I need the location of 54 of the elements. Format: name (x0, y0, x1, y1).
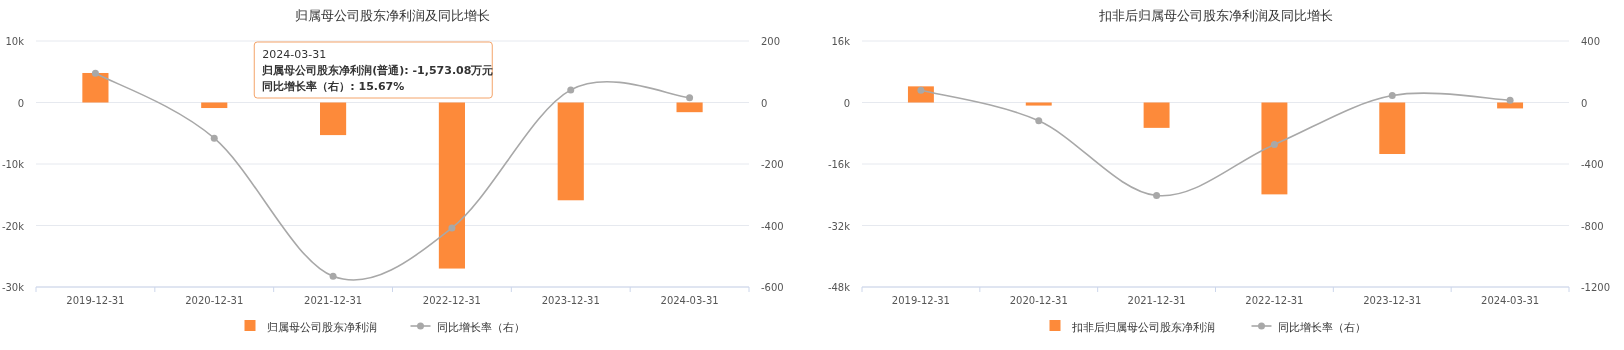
x-tick-label: 2023-12-31 (1363, 295, 1422, 306)
point (686, 94, 694, 102)
point (448, 224, 456, 232)
point (567, 86, 575, 94)
y2-tick-label: -1200 (1581, 282, 1611, 293)
y-tick-label: 0 (17, 97, 24, 109)
annotation: 同比增长率（右）: 15.67% (262, 80, 405, 93)
point (1506, 96, 1514, 104)
y-tick-label: -48k (827, 282, 851, 293)
y2-tick-label: -400 (761, 220, 784, 232)
x-tick-label: 2021-12-31 (1127, 295, 1186, 306)
legend-label: 同比增长率（右） (436, 321, 525, 334)
y-tick-label: 16k (831, 36, 851, 47)
y-tick-label: 10k (5, 36, 25, 47)
annotation: 归属母公司股东净利润(普通): -1,573.08万元 (261, 64, 494, 77)
x-tick-label: 2024-03-31 (660, 295, 719, 306)
annotation: 2024-03-31 归属母公司股东净利润(普通): -1,573.08万元 同比增长率（右）: 15.67% (253, 41, 494, 99)
x-tick-label: 2023-12-31 (541, 295, 600, 306)
x-tick-label: 2020-12-31 (1009, 295, 1068, 306)
y-tick-label: -32k (827, 220, 851, 232)
chart-title: 归属母公司股东净利润及同比增长 (295, 8, 490, 23)
y2-tick-label: -800 (1581, 220, 1604, 232)
point (210, 134, 218, 142)
x-tick-label: 2021-12-31 (304, 295, 363, 306)
x-tick-label: 2020-12-31 (185, 295, 244, 306)
x-tick-label: 2022-12-31 (422, 295, 481, 306)
point (1270, 140, 1278, 148)
point (1153, 192, 1161, 200)
y2-tick-label: 0 (761, 97, 768, 109)
point (1035, 117, 1043, 125)
point (917, 86, 925, 94)
x-tick-label: 2024-03-31 (1481, 295, 1540, 306)
x-tick-label: 2022-12-31 (1245, 295, 1304, 306)
y2-tick-label: 0 (1581, 97, 1588, 109)
point (1388, 92, 1396, 100)
point (91, 69, 99, 77)
annotation: 2024-03-31 (262, 48, 327, 61)
x-tick-label: 2019-12-31 (66, 295, 125, 306)
y-tick-label: 0 (843, 97, 850, 109)
y2-tick-label: -600 (761, 282, 784, 293)
y2-tick-label: 400 (1581, 36, 1601, 47)
y-tick-label: -30k (1, 282, 25, 293)
y2-tick-label: 200 (761, 36, 781, 47)
x-tick-label: 2019-12-31 (891, 295, 950, 306)
legend-label: 归属母公司股东净利润 (266, 321, 377, 334)
point (329, 272, 337, 280)
y-tick-label: -16k (827, 159, 851, 170)
chart-title: 扣非后归属母公司股东净利润及同比增长 (1097, 8, 1333, 23)
y-tick-label: -10k (1, 159, 25, 170)
legend-label: 扣非后归属母公司股东净利润 (1070, 321, 1215, 334)
y2-tick-label: -200 (761, 159, 784, 170)
y2-tick-label: -400 (1581, 159, 1604, 170)
y-tick-label: -20k (1, 220, 25, 232)
legend-label: 同比增长率（右） (1277, 321, 1366, 334)
